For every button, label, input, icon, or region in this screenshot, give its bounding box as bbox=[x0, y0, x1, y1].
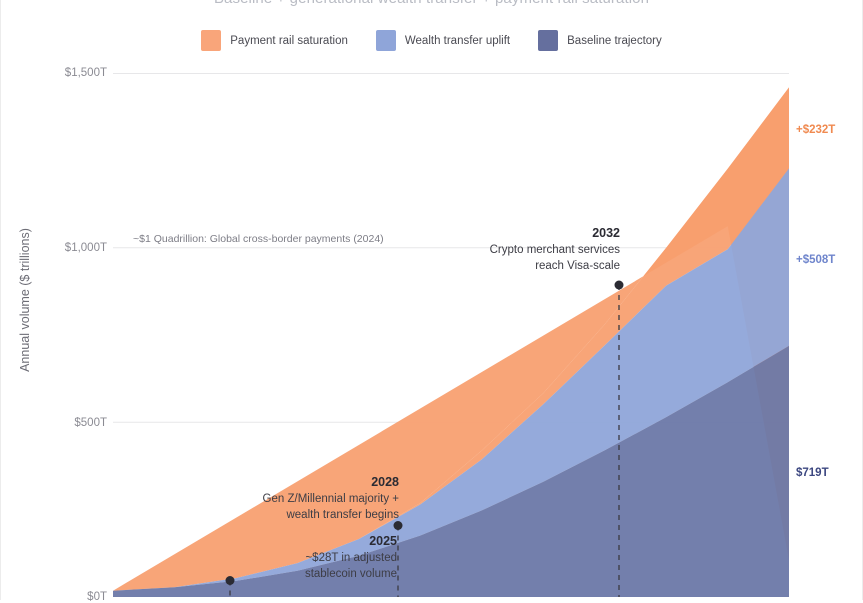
marker-dots bbox=[225, 280, 624, 585]
end-label-wealth-transfer: +$508T bbox=[796, 254, 836, 266]
annotation-2028-line1: Gen Z/Millennial majority + bbox=[262, 493, 399, 505]
annotation-2032-year: 2032 bbox=[592, 226, 620, 240]
annotation-2028-line2: wealth transfer begins bbox=[286, 509, 399, 521]
annotation-2028: 2028 Gen Z/Millennial majority + wealth … bbox=[263, 474, 399, 523]
legend-label-payment-rail-saturation: Payment rail saturation bbox=[230, 34, 348, 47]
annotation-2025-line1: ~$28T in adjusted bbox=[305, 552, 397, 564]
legend-item-baseline-trajectory[interactable]: Baseline trajectory bbox=[538, 30, 662, 51]
legend-label-wealth-transfer-uplift: Wealth transfer uplift bbox=[404, 34, 511, 47]
note-quadrillion: ~$1 Quadrillion: Global cross-border pay… bbox=[133, 233, 384, 245]
legend-label-baseline-trajectory: Baseline trajectory bbox=[567, 34, 662, 47]
chart-legend: Payment rail saturation Wealth transfer … bbox=[1, 30, 862, 51]
annotation-2032-line2: reach Visa-scale bbox=[535, 260, 620, 272]
annotation-2032: 2032 Crypto merchant services reach Visa… bbox=[490, 225, 620, 274]
y-tick-0: $0T bbox=[87, 591, 107, 603]
plot-area bbox=[113, 73, 789, 597]
end-label-baseline: $719T bbox=[796, 467, 829, 479]
legend-swatch-payment-rail-saturation bbox=[201, 30, 222, 51]
y-tick-1500: $1,500T bbox=[64, 67, 107, 79]
legend-swatch-wealth-transfer-uplift bbox=[375, 30, 396, 51]
annotation-2028-year: 2028 bbox=[371, 475, 399, 489]
legend-item-wealth-transfer-uplift[interactable]: Wealth transfer uplift bbox=[375, 30, 511, 51]
annotation-2025-line2: stablecoin volume bbox=[304, 568, 397, 580]
chart-subtitle: Baseline + generational wealth transfer … bbox=[1, 0, 862, 7]
marker-dot-2025[interactable] bbox=[225, 576, 235, 585]
marker-dot-2032[interactable] bbox=[614, 280, 624, 290]
y-tick-1000: $1,000T bbox=[64, 242, 107, 254]
end-label-payment-rail: +$232T bbox=[796, 124, 836, 136]
legend-item-payment-rail-saturation[interactable]: Payment rail saturation bbox=[201, 30, 348, 51]
area-baseline-trajectory bbox=[113, 345, 789, 597]
annotation-2032-line1: Crypto merchant services bbox=[489, 244, 620, 256]
annotation-2025-year: 2025 bbox=[369, 534, 397, 548]
annotation-2025: 2025 ~$28T in adjusted stablecoin volume bbox=[305, 533, 397, 582]
area-wealth-transfer-uplift bbox=[113, 168, 789, 591]
legend-swatch-baseline-trajectory bbox=[538, 30, 559, 51]
marker-dot-2028[interactable] bbox=[393, 521, 403, 530]
chart-svg bbox=[113, 73, 789, 597]
y-axis-tick-labels: $1,500T $1,000T $500T $0T bbox=[1, 0, 107, 603]
y-tick-500: $500T bbox=[74, 417, 107, 429]
